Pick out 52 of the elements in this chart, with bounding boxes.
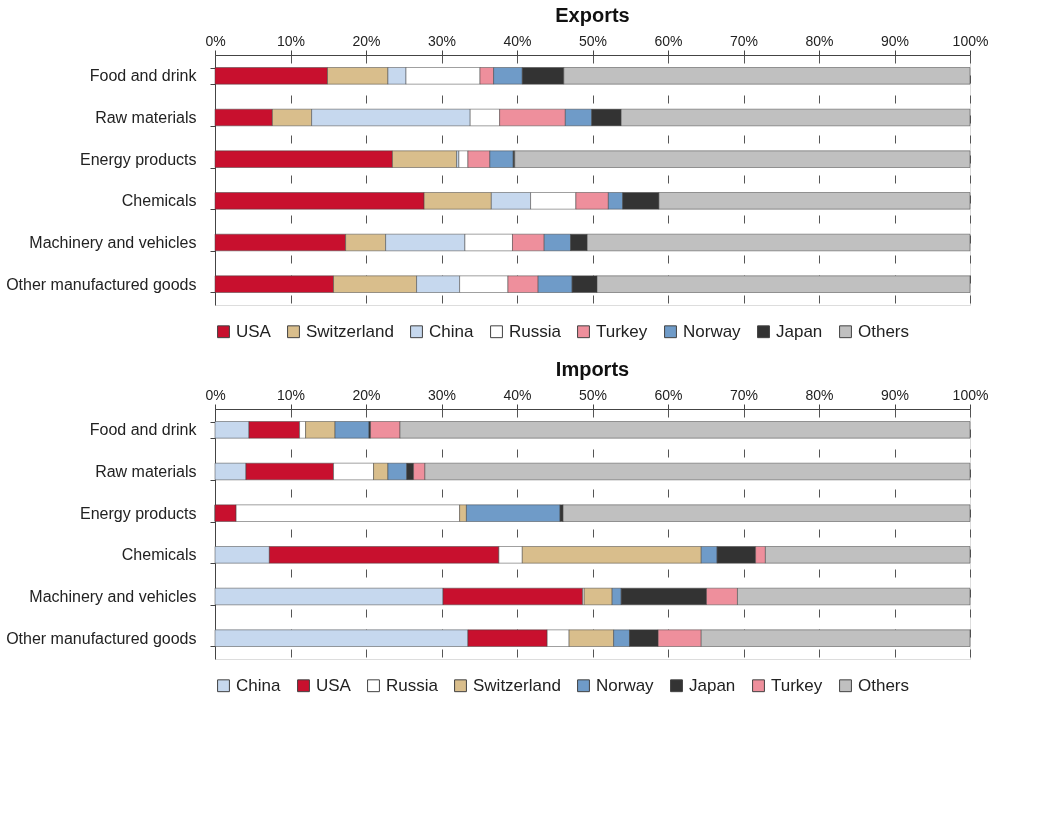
x-tick-label: 100% — [952, 386, 989, 403]
y-tick-label: Chemicals — [121, 192, 197, 210]
x-tick-label: 100% — [952, 32, 989, 49]
legend-label: Norway — [596, 675, 655, 695]
y-tick-label: Raw materials — [95, 463, 197, 480]
x-tick-label: 30% — [427, 386, 457, 403]
x-tick-label: 40% — [503, 386, 532, 403]
legend-label: Others — [858, 675, 910, 695]
x-tick-label: 60% — [654, 386, 683, 403]
legend-label: Japan — [689, 675, 736, 695]
legend-label: Japan — [776, 321, 823, 341]
x-tick-label: 0% — [205, 32, 226, 49]
x-tick-label: 20% — [352, 386, 381, 403]
y-tick-label: Food and drink — [89, 421, 198, 439]
y-tick-label: Other manufactured goods — [6, 629, 197, 647]
x-tick-label: 50% — [578, 386, 608, 403]
x-tick-label: 70% — [729, 32, 759, 49]
legend-label: Others — [858, 321, 910, 341]
x-tick-label: 40% — [503, 32, 532, 49]
y-tick-label: Chemicals — [121, 546, 197, 564]
x-tick-label: 80% — [805, 32, 834, 49]
legend-label: Russia — [386, 675, 439, 695]
x-tick-label: 70% — [729, 386, 759, 403]
y-tick-label: Machinery and vehicles — [29, 234, 197, 251]
y-tick-label: Other manufactured goods — [6, 275, 197, 293]
x-tick-label: 80% — [805, 386, 834, 403]
y-tick-label: Food and drink — [89, 67, 198, 85]
x-tick-label: 10% — [276, 32, 306, 49]
legend-label: Russia — [509, 321, 562, 341]
legend-label: Turkey — [596, 321, 648, 341]
legend-label: Turkey — [771, 675, 823, 695]
legend-label: China — [236, 675, 281, 695]
legend-label: China — [429, 321, 474, 341]
legend-label: USA — [316, 675, 352, 695]
y-tick-label: Energy products — [79, 150, 197, 168]
legend-label: Switzerland — [306, 321, 394, 341]
chart-title: Exports — [555, 4, 630, 26]
x-tick-label: 60% — [654, 32, 683, 49]
chart-title: Imports — [555, 358, 630, 380]
y-tick-label: Machinery and vehicles — [29, 588, 197, 605]
x-tick-label: 10% — [276, 386, 306, 403]
x-tick-label: 0% — [205, 386, 226, 403]
x-tick-label: 20% — [352, 32, 381, 49]
x-tick-label: 50% — [578, 32, 608, 49]
legend-label: Norway — [683, 321, 742, 341]
legend-label: USA — [236, 321, 272, 341]
x-tick-label: 30% — [427, 32, 457, 49]
legend-label: Switzerland — [473, 675, 561, 695]
x-tick-label: 90% — [880, 386, 910, 403]
x-tick-label: 90% — [880, 32, 910, 49]
y-tick-label: Raw materials — [95, 109, 197, 126]
y-tick-label: Energy products — [79, 504, 197, 522]
